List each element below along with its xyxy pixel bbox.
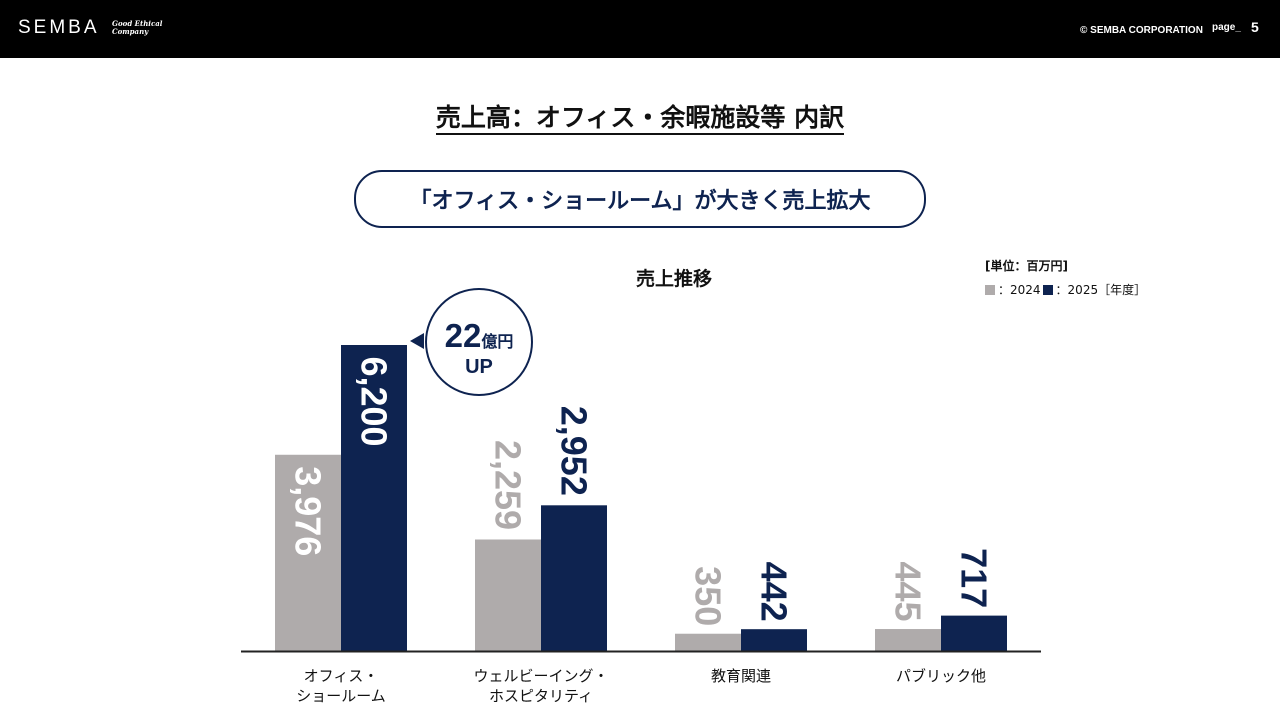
bar-2025-2 <box>741 629 807 651</box>
unit-label: [単位：百万円] <box>985 259 1068 273</box>
semba-logo: SEMBA <box>18 17 100 38</box>
legend-label-2024: ：2024 <box>998 283 1041 297</box>
callout-direction: UP <box>465 356 493 378</box>
legend-suffix: ［年度］ <box>1098 283 1147 297</box>
growth-callout: 22億円 UP <box>425 288 533 396</box>
bar-2025-0 <box>341 345 407 651</box>
page-number: 5 <box>1251 19 1259 35</box>
header-bar: SEMBA Good Ethical Company © SEMBA CORPO… <box>0 0 1280 58</box>
category-label-0: オフィス・ ショールーム <box>296 667 386 705</box>
bar-2024-2 <box>675 633 741 651</box>
callout-unit: 億円 <box>481 332 514 351</box>
data-label-2024-1: 2,259 <box>488 440 529 530</box>
bar-2024-1 <box>475 539 541 651</box>
headline-text: 「オフィス・ショールーム」が大きく売上拡大 <box>409 189 871 214</box>
page-label: page_ <box>1212 22 1241 33</box>
legend-label-2025: ：2025 <box>1055 283 1099 297</box>
logo-tagline: Good Ethical Company <box>112 19 163 36</box>
data-label-2024-0: 3,976 <box>288 466 329 556</box>
headline-box: 「オフィス・ショールーム」が大きく売上拡大 <box>354 170 926 228</box>
data-label-2024-2: 350 <box>688 566 729 626</box>
category-label-1: ウェルビーイング・ ホスピタリティ <box>473 667 609 705</box>
chart-title: 売上推移 <box>635 268 712 290</box>
data-label-2025-3: 717 <box>954 548 995 608</box>
copyright: © SEMBA CORPORATION <box>1080 25 1203 36</box>
slide-title-text: 売上高：オフィス・余暇施設等 内訳 <box>435 103 845 135</box>
legend-swatch-2024 <box>985 284 995 295</box>
data-label-2024-3: 445 <box>888 561 929 621</box>
bar-2024-3 <box>875 629 941 651</box>
bar-2025-3 <box>941 615 1007 651</box>
bar-2024-0 <box>275 454 341 651</box>
legend-swatch-2025 <box>1042 284 1053 295</box>
data-label-2025-1: 2,952 <box>554 406 595 496</box>
callout-pointer <box>410 333 424 349</box>
callout-amount: 22 <box>444 317 482 354</box>
data-label-2025-2: 442 <box>754 562 795 622</box>
legend: ：2024 ：2025 ［年度］ <box>985 281 1146 298</box>
data-label-2025-0: 6,200 <box>354 356 395 446</box>
category-label-2: 教育関連 <box>710 667 771 685</box>
slide-title: 売上高：オフィス・余暇施設等 内訳 <box>0 102 1280 135</box>
bar-2025-1 <box>541 505 607 651</box>
category-label-3: パブリック他 <box>895 667 986 685</box>
